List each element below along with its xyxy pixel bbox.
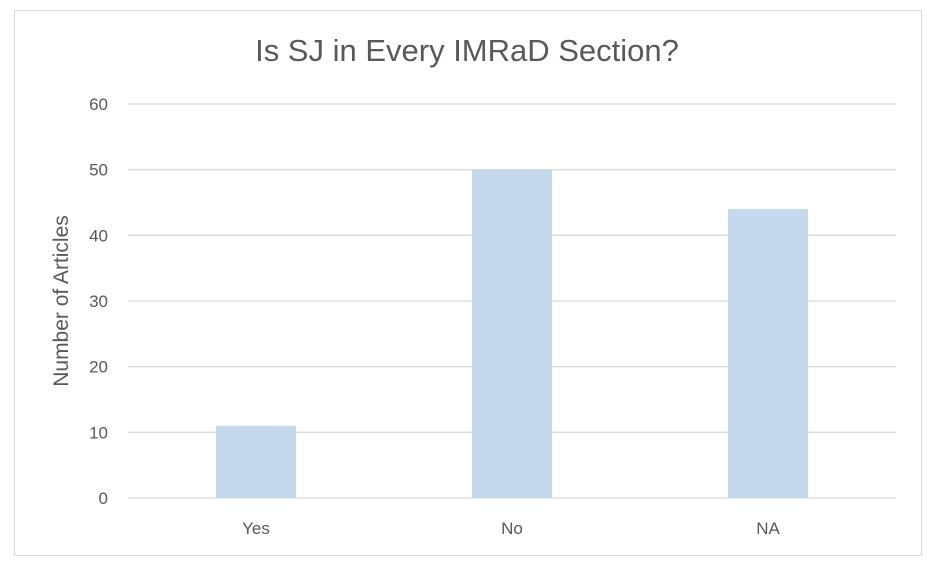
x-tick-label: No (501, 519, 523, 538)
bar-no (472, 169, 552, 498)
y-tick-label: 60 (89, 95, 108, 114)
y-tick-label: 30 (89, 292, 108, 311)
y-tick-label: 40 (89, 226, 108, 245)
chart-title: Is SJ in Every IMRaD Section? (255, 33, 679, 68)
y-tick-labels: 0 10 20 30 40 50 60 (89, 95, 108, 508)
bars (216, 169, 808, 499)
y-tick-label: 0 (99, 489, 108, 508)
x-tick-labels: Yes No NA (242, 519, 780, 538)
bar-na (728, 209, 808, 499)
y-tick-label: 10 (89, 423, 108, 442)
y-tick-label: 50 (89, 161, 108, 180)
x-tick-label: NA (756, 519, 780, 538)
y-tick-label: 20 (89, 358, 108, 377)
bar-yes (216, 425, 296, 498)
x-tick-label: Yes (242, 519, 270, 538)
